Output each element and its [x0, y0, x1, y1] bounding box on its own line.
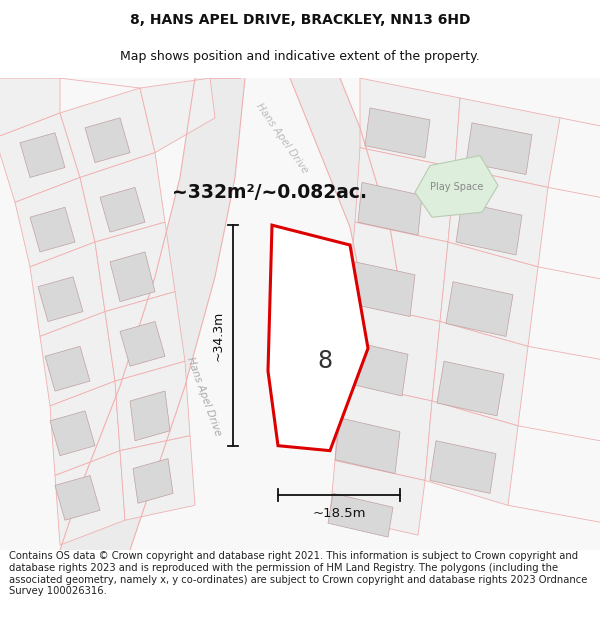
Polygon shape [446, 282, 513, 336]
Text: 8: 8 [317, 349, 332, 373]
Polygon shape [45, 346, 90, 391]
Polygon shape [330, 461, 425, 535]
Polygon shape [280, 312, 335, 396]
Polygon shape [55, 451, 125, 545]
Polygon shape [133, 459, 173, 503]
Polygon shape [358, 182, 422, 235]
Polygon shape [15, 177, 95, 267]
Polygon shape [425, 401, 518, 505]
Text: ~34.3m: ~34.3m [212, 310, 225, 361]
Polygon shape [115, 361, 190, 451]
Polygon shape [440, 242, 538, 346]
Polygon shape [50, 381, 120, 476]
Polygon shape [30, 208, 75, 252]
Polygon shape [432, 321, 528, 426]
Polygon shape [50, 411, 95, 456]
Polygon shape [80, 152, 165, 242]
Polygon shape [456, 202, 522, 255]
Polygon shape [60, 88, 155, 177]
Text: Play Space: Play Space [430, 182, 484, 192]
Polygon shape [40, 312, 115, 406]
Text: Hans Apel Drive: Hans Apel Drive [254, 101, 310, 175]
Polygon shape [365, 108, 430, 158]
Polygon shape [105, 292, 185, 381]
Polygon shape [30, 242, 105, 336]
Polygon shape [290, 78, 398, 277]
Polygon shape [120, 436, 195, 520]
Text: ~332m²/~0.082ac.: ~332m²/~0.082ac. [173, 183, 367, 202]
Polygon shape [466, 123, 532, 174]
Polygon shape [38, 277, 83, 321]
Polygon shape [355, 148, 455, 242]
Polygon shape [130, 391, 170, 441]
Polygon shape [0, 78, 600, 550]
Polygon shape [95, 222, 175, 312]
Polygon shape [85, 118, 130, 162]
Polygon shape [335, 418, 400, 474]
Polygon shape [20, 132, 65, 178]
Polygon shape [415, 156, 498, 218]
Text: 8, HANS APEL DRIVE, BRACKLEY, NN13 6HD: 8, HANS APEL DRIVE, BRACKLEY, NN13 6HD [130, 12, 470, 26]
Polygon shape [100, 188, 145, 232]
Polygon shape [60, 78, 245, 550]
Polygon shape [342, 341, 408, 396]
Polygon shape [140, 78, 215, 152]
Polygon shape [110, 252, 155, 302]
Polygon shape [430, 441, 496, 493]
Text: Contains OS data © Crown copyright and database right 2021. This information is : Contains OS data © Crown copyright and d… [9, 551, 587, 596]
Polygon shape [448, 168, 548, 267]
Polygon shape [360, 78, 460, 168]
Polygon shape [268, 225, 368, 451]
Polygon shape [437, 361, 504, 416]
Polygon shape [0, 113, 80, 202]
Polygon shape [335, 381, 432, 481]
Polygon shape [348, 222, 448, 321]
Polygon shape [455, 98, 560, 188]
Polygon shape [350, 262, 415, 316]
Polygon shape [55, 476, 100, 520]
Text: Map shows position and indicative extent of the property.: Map shows position and indicative extent… [120, 50, 480, 62]
Text: ~18.5m: ~18.5m [312, 507, 366, 520]
Polygon shape [120, 321, 165, 366]
Polygon shape [0, 78, 60, 138]
Polygon shape [340, 302, 440, 401]
Text: Hans Apel Drive: Hans Apel Drive [185, 355, 223, 437]
Polygon shape [328, 493, 393, 537]
